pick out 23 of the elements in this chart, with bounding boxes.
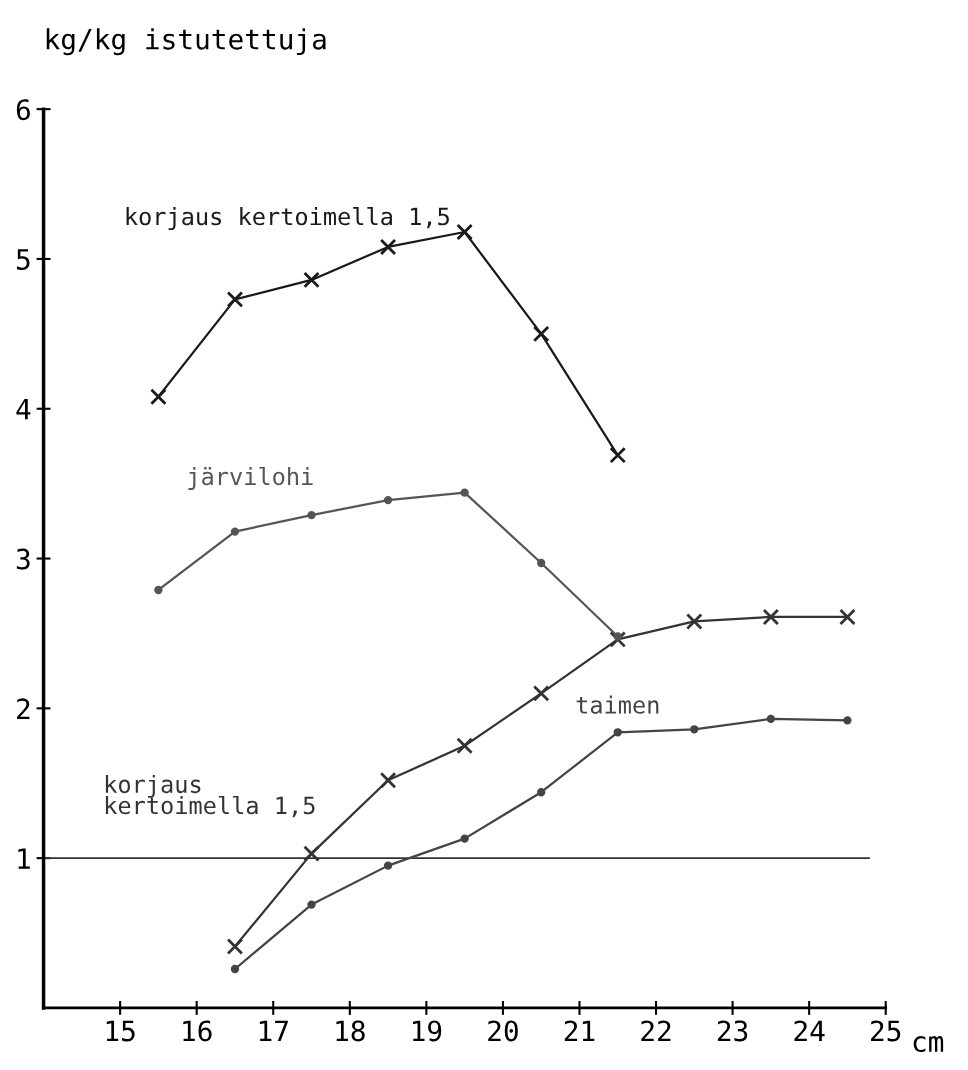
y-tick-label: 2: [17, 698, 30, 719]
y-tick-label: 3: [16, 548, 30, 570]
x-axis-title: cm: [913, 1036, 944, 1053]
y-tick-label: 4: [16, 399, 31, 420]
series-label: korjaus kertoimella 1,5: [126, 206, 449, 230]
x-tick-label: 19: [412, 1020, 442, 1042]
x-tick-label: 15: [106, 1020, 135, 1042]
y-tick-label: 5: [16, 249, 30, 270]
y-tick-label: 6: [16, 99, 30, 121]
x-tick-label: 24: [794, 1020, 825, 1041]
x-tick-label: 25: [871, 1020, 901, 1042]
y-axis-title: kg/kg istutettuja: [46, 28, 326, 56]
x-tick-label: 23: [717, 1020, 748, 1042]
x-tick-label: 17: [259, 1020, 288, 1041]
x-tick-label: 21: [564, 1020, 595, 1041]
x-tick-label: 16: [183, 1020, 212, 1042]
series-label: korjaus kertoimella 1,5: [105, 774, 315, 818]
x-tick-label: 22: [641, 1020, 671, 1041]
x-tick-label: 18: [336, 1020, 365, 1042]
series-label: taimen: [576, 695, 659, 714]
x-tick-label: 20: [488, 1020, 518, 1042]
series-label: järvilohi: [188, 466, 313, 490]
y-tick-label: 1: [18, 848, 30, 869]
